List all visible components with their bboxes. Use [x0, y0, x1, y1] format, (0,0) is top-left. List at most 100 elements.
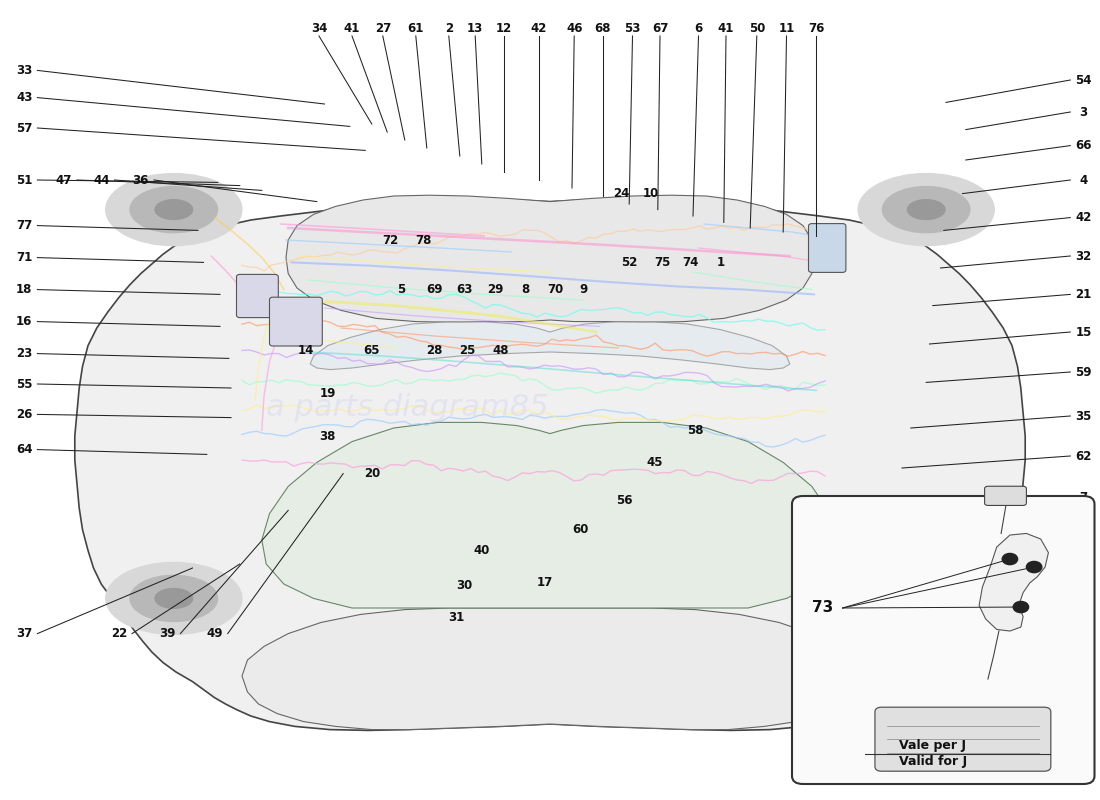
Text: 47: 47 [56, 174, 72, 186]
Text: 44: 44 [92, 174, 110, 186]
Text: 3: 3 [1079, 106, 1088, 118]
Text: 74: 74 [683, 256, 698, 269]
Text: 69: 69 [427, 283, 442, 296]
Polygon shape [979, 534, 1048, 631]
Text: 66: 66 [1076, 139, 1091, 152]
Text: 28: 28 [427, 344, 442, 357]
Text: 29: 29 [487, 283, 503, 296]
Ellipse shape [882, 186, 970, 233]
Text: 64: 64 [15, 443, 33, 456]
Text: 6: 6 [694, 22, 703, 34]
FancyBboxPatch shape [792, 496, 1094, 784]
Text: 57: 57 [16, 122, 32, 134]
Text: 54: 54 [1076, 74, 1091, 86]
Ellipse shape [908, 200, 945, 219]
Text: 77: 77 [16, 219, 32, 232]
Circle shape [1026, 562, 1042, 573]
Text: 56: 56 [616, 494, 634, 506]
Polygon shape [286, 195, 814, 322]
FancyBboxPatch shape [808, 223, 846, 272]
Text: 58: 58 [686, 424, 704, 437]
Text: 49: 49 [207, 627, 222, 640]
Text: 21: 21 [1076, 288, 1091, 301]
Ellipse shape [908, 589, 945, 608]
Text: 8: 8 [521, 283, 530, 296]
Text: 45: 45 [647, 456, 662, 469]
Ellipse shape [106, 174, 242, 246]
Text: 17: 17 [537, 576, 552, 589]
Text: 19: 19 [320, 387, 336, 400]
Circle shape [1002, 554, 1018, 565]
Text: 42: 42 [531, 22, 547, 34]
Text: 22: 22 [111, 627, 126, 640]
Text: 32: 32 [1076, 250, 1091, 262]
FancyBboxPatch shape [874, 707, 1050, 771]
Text: 23: 23 [16, 347, 32, 360]
Ellipse shape [106, 562, 242, 634]
Text: 63: 63 [456, 283, 472, 296]
Text: 68: 68 [595, 22, 612, 34]
Text: 18: 18 [16, 283, 32, 296]
Text: 41: 41 [344, 22, 360, 34]
Text: 26: 26 [16, 408, 32, 421]
FancyBboxPatch shape [984, 486, 1026, 506]
Text: 75: 75 [654, 256, 670, 269]
Text: 48: 48 [493, 344, 508, 357]
Text: 43: 43 [16, 91, 32, 104]
Text: 12: 12 [496, 22, 512, 34]
Text: 72: 72 [383, 234, 398, 246]
Text: 53: 53 [625, 22, 640, 34]
Text: 40: 40 [474, 544, 490, 557]
Text: 30: 30 [456, 579, 472, 592]
Text: 13: 13 [468, 22, 483, 34]
Text: 4: 4 [1079, 174, 1088, 186]
Text: 38: 38 [320, 430, 336, 442]
Text: 71: 71 [16, 251, 32, 264]
Text: 35: 35 [1076, 410, 1091, 422]
Text: 46: 46 [566, 22, 583, 34]
Ellipse shape [155, 200, 192, 219]
Circle shape [1013, 602, 1028, 613]
FancyBboxPatch shape [270, 297, 322, 346]
Ellipse shape [130, 575, 218, 622]
Text: 20: 20 [364, 467, 380, 480]
Text: 51: 51 [16, 174, 32, 186]
Text: 36: 36 [133, 174, 148, 186]
Text: 11: 11 [779, 22, 794, 34]
Text: Valid for J: Valid for J [899, 755, 967, 768]
Polygon shape [262, 422, 838, 608]
Ellipse shape [130, 186, 218, 233]
Text: 39: 39 [160, 627, 175, 640]
Text: 67: 67 [652, 22, 668, 34]
Text: 33: 33 [16, 64, 32, 77]
Polygon shape [310, 322, 790, 370]
Text: 31: 31 [449, 611, 464, 624]
Ellipse shape [882, 575, 970, 622]
Text: 70: 70 [548, 283, 563, 296]
Ellipse shape [858, 562, 994, 634]
Text: 37: 37 [16, 627, 32, 640]
Polygon shape [75, 200, 1025, 730]
Text: 61: 61 [408, 22, 424, 34]
Text: 16: 16 [16, 315, 32, 328]
Text: a parts diagram85: a parts diagram85 [266, 394, 548, 422]
Text: 9: 9 [579, 283, 587, 296]
Ellipse shape [155, 589, 192, 608]
Text: 42: 42 [1076, 211, 1091, 224]
Text: 65: 65 [363, 344, 381, 357]
Text: 7: 7 [1079, 491, 1088, 504]
Text: 5: 5 [397, 283, 406, 296]
Text: 78: 78 [416, 234, 431, 246]
Text: 73: 73 [812, 601, 834, 615]
Text: 55: 55 [15, 378, 33, 390]
Text: 50: 50 [749, 22, 764, 34]
Text: 14: 14 [298, 344, 314, 357]
Ellipse shape [858, 174, 994, 246]
Text: 2: 2 [444, 22, 453, 34]
FancyBboxPatch shape [236, 274, 278, 318]
Text: 34: 34 [311, 22, 327, 34]
Text: 10: 10 [644, 187, 659, 200]
Text: 1: 1 [716, 256, 725, 269]
Text: 41: 41 [718, 22, 734, 34]
Polygon shape [242, 608, 858, 730]
